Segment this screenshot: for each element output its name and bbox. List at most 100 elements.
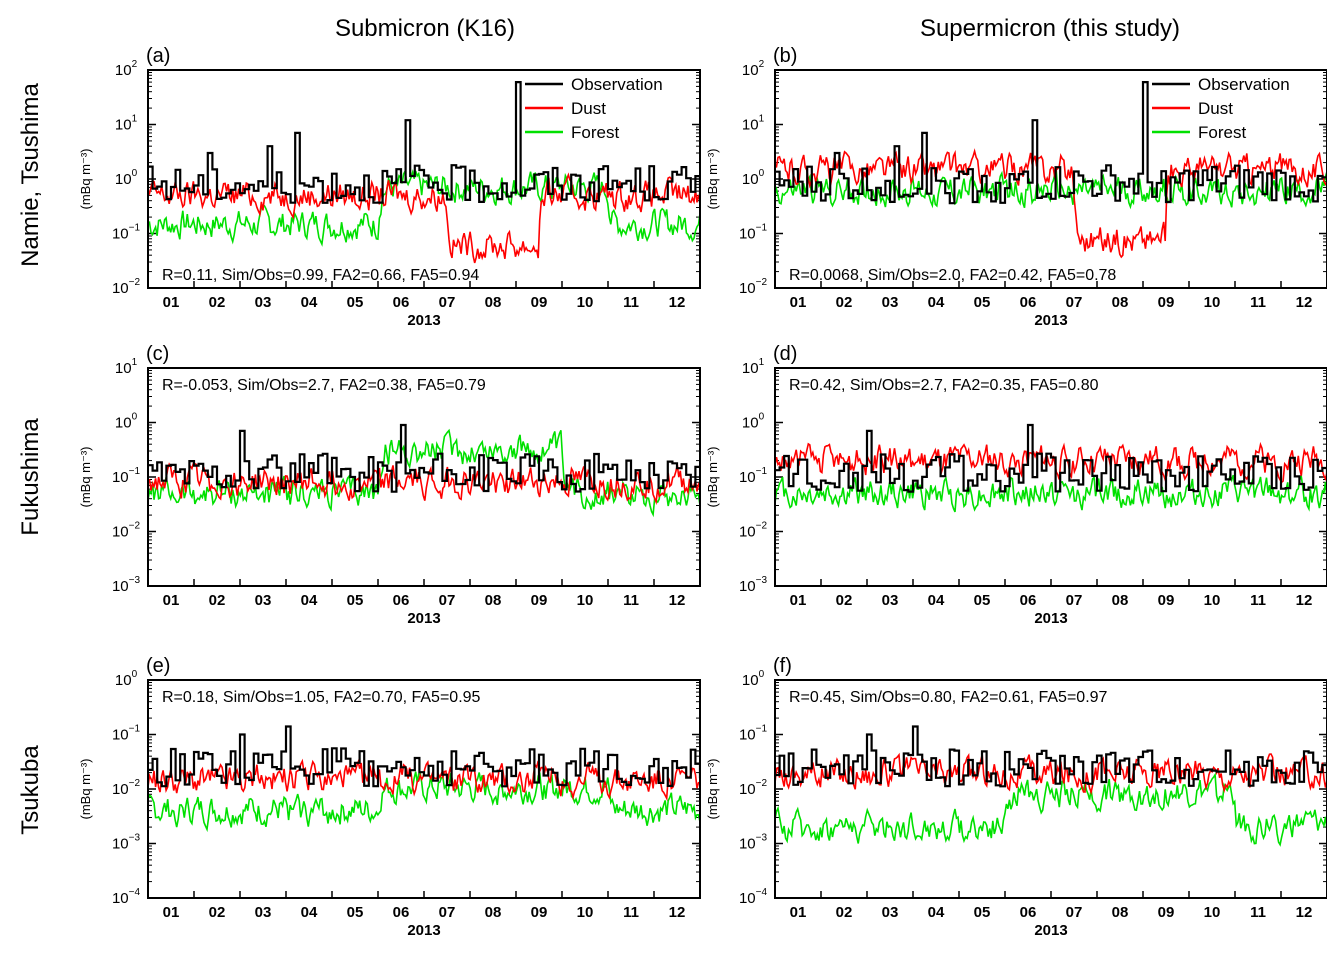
x-tick-label: 09 (1158, 904, 1175, 921)
y-tick-label: 100 (115, 669, 138, 689)
x-tick-label: 11 (1250, 904, 1266, 921)
column-title-submicron: Submicron (K16) (335, 15, 515, 42)
y-tick-label: 10−2 (112, 521, 141, 541)
x-tick-label: 01 (163, 904, 180, 921)
x-tick-label: 08 (1112, 294, 1129, 311)
y-tick-label: 10−1 (112, 724, 141, 744)
x-tick-label: 10 (577, 294, 594, 311)
legend-label: Dust (1198, 99, 1233, 118)
x-tick-label: 03 (882, 592, 899, 609)
x-tick-label: 04 (301, 904, 318, 921)
legend-label: Observation (1198, 75, 1290, 94)
x-tick-label: 02 (836, 294, 853, 311)
x-tick-label: 06 (393, 904, 410, 921)
column-title-supermicron: Supermicron (this study) (920, 15, 1180, 42)
y-tick-label: 102 (115, 59, 138, 79)
x-tick-label: 10 (577, 592, 594, 609)
x-axis-label: 2013 (1034, 922, 1067, 939)
x-tick-label: 09 (531, 592, 548, 609)
series-observation (775, 423, 1327, 493)
x-tick-label: 09 (1158, 592, 1175, 609)
x-tick-label: 01 (163, 294, 180, 311)
x-axis-label: 2013 (407, 922, 440, 939)
series-forest (775, 472, 1327, 513)
y-tick-label: 101 (115, 357, 138, 377)
x-tick-label: 12 (669, 592, 686, 609)
x-tick-label: 08 (485, 294, 502, 311)
x-tick-label: 10 (577, 904, 594, 921)
legend-label: Forest (571, 123, 619, 142)
x-tick-label: 02 (836, 592, 853, 609)
x-tick-label: 07 (439, 904, 456, 921)
legend-label: Dust (571, 99, 606, 118)
x-axis-label: 2013 (1034, 610, 1067, 627)
y-tick-label: 10−1 (112, 223, 141, 243)
panel-label: (b) (773, 45, 797, 67)
x-tick-label: 01 (790, 294, 807, 311)
stats-annotation: R=0.42, Sim/Obs=2.7, FA2=0.35, FA5=0.80 (789, 377, 1099, 394)
series-observation (148, 725, 700, 788)
panel-label: (e) (146, 655, 170, 677)
y-tick-label: 101 (115, 114, 138, 134)
x-tick-label: 06 (1020, 592, 1037, 609)
x-tick-label: 04 (928, 904, 945, 921)
plot-frame (147, 679, 701, 899)
series-observation (148, 81, 700, 204)
x-tick-label: 12 (669, 294, 686, 311)
panel-label: (f) (773, 655, 792, 677)
x-tick-label: 09 (1158, 294, 1175, 311)
y-tick-label: 100 (742, 669, 765, 689)
x-tick-label: 09 (531, 904, 548, 921)
plot-frame (774, 69, 1327, 289)
x-tick-label: 08 (1112, 592, 1129, 609)
x-tick-label: 12 (1296, 294, 1313, 311)
y-tick-label: 10−1 (112, 466, 141, 486)
x-tick-label: 04 (928, 294, 945, 311)
y-tick-label: 10−4 (112, 887, 141, 907)
y-tick-label: 10−1 (739, 466, 768, 486)
x-tick-label: 03 (882, 904, 899, 921)
x-tick-label: 08 (485, 904, 502, 921)
y-tick-label: 100 (115, 412, 138, 432)
x-tick-label: 02 (209, 592, 226, 609)
x-tick-label: 05 (347, 592, 364, 609)
y-axis-label: (mBq m⁻³) (78, 758, 93, 819)
x-tick-label: 06 (1020, 904, 1037, 921)
series-forest (148, 168, 700, 247)
x-tick-label: 06 (1020, 294, 1037, 311)
x-tick-label: 12 (1296, 904, 1313, 921)
x-tick-label: 11 (623, 294, 639, 311)
x-tick-label: 07 (439, 294, 456, 311)
x-tick-label: 08 (1112, 904, 1129, 921)
y-tick-label: 100 (115, 168, 138, 188)
row-title-fukushima: Fukushima (17, 418, 44, 536)
x-tick-label: 05 (974, 904, 991, 921)
x-tick-label: 05 (974, 592, 991, 609)
x-tick-label: 11 (623, 592, 639, 609)
x-tick-label: 07 (1066, 904, 1083, 921)
x-tick-label: 04 (928, 592, 945, 609)
y-tick-label: 10−3 (739, 575, 768, 595)
stats-annotation: R=-0.053, Sim/Obs=2.7, FA2=0.38, FA5=0.7… (162, 377, 486, 394)
x-axis-label: 2013 (407, 610, 440, 627)
series-observation (775, 725, 1327, 788)
y-axis-label: (mBq m⁻³) (78, 148, 93, 209)
y-axis-label: (mBq m⁻³) (705, 446, 720, 507)
x-tick-label: 10 (1204, 592, 1221, 609)
y-tick-label: 10−1 (739, 724, 768, 744)
series-forest (148, 428, 700, 518)
x-tick-label: 03 (882, 294, 899, 311)
x-tick-label: 04 (301, 592, 318, 609)
x-tick-label: 07 (1066, 592, 1083, 609)
x-tick-label: 02 (209, 904, 226, 921)
x-tick-label: 01 (163, 592, 180, 609)
stats-annotation: R=0.18, Sim/Obs=1.05, FA2=0.70, FA5=0.95 (162, 689, 481, 706)
x-tick-label: 11 (1250, 294, 1266, 311)
series-dust (148, 462, 700, 506)
y-tick-label: 101 (742, 114, 765, 134)
x-tick-label: 06 (393, 294, 410, 311)
x-tick-label: 09 (531, 294, 548, 311)
series-observation (775, 81, 1327, 205)
x-tick-label: 05 (347, 904, 364, 921)
x-tick-label: 04 (301, 294, 318, 311)
